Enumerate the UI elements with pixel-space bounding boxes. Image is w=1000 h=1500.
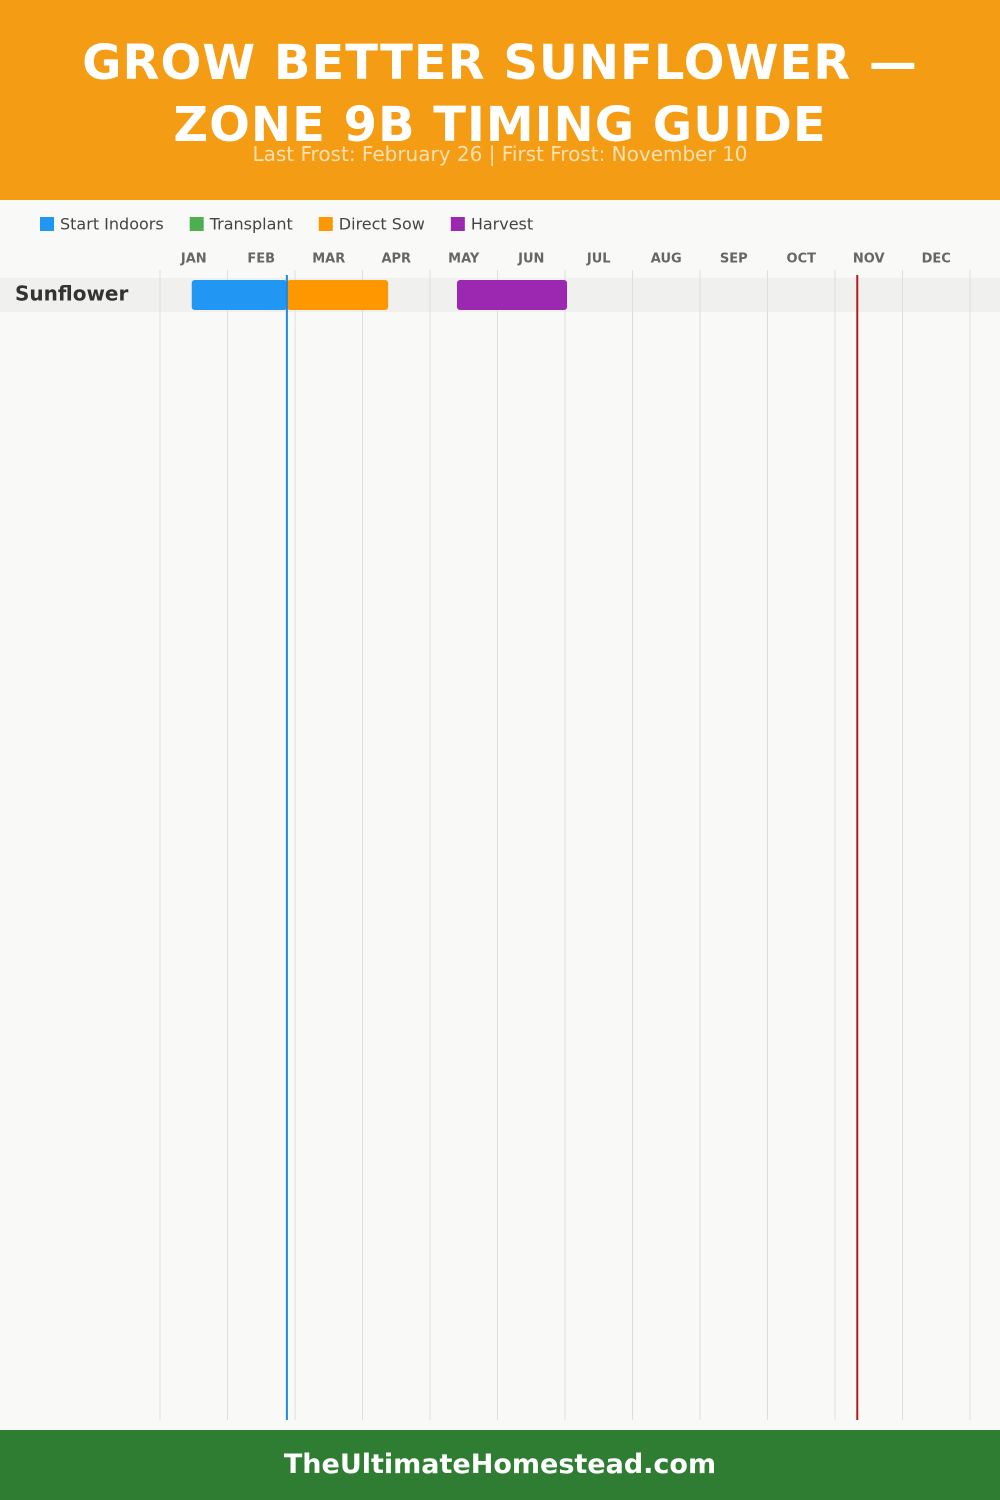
x-tick-label: JAN xyxy=(180,252,207,267)
task-bar xyxy=(191,280,287,310)
title-line: ZONE 9B TIMING GUIDE xyxy=(173,97,827,153)
legend-label: Start Indoors xyxy=(60,215,164,234)
x-tick-label: NOV xyxy=(853,252,885,267)
x-tick-label: APR xyxy=(381,252,411,267)
x-tick-label: JUL xyxy=(586,252,611,267)
legend-label: Direct Sow xyxy=(339,215,425,234)
legend-swatch xyxy=(40,217,54,231)
x-tick-label: AUG xyxy=(651,252,682,267)
x-tick-label: OCT xyxy=(787,252,817,267)
chart: Start Indoors Transplant Direct Sow Harvest… xyxy=(0,215,1000,1420)
footer: TheUltimateHomestead.com xyxy=(0,1430,1000,1500)
x-tick-label: SEP xyxy=(720,252,748,267)
legend-swatch xyxy=(450,217,465,231)
task-bar xyxy=(457,280,568,310)
x-tick-label: MAR xyxy=(312,252,345,267)
legend-swatch xyxy=(318,217,333,231)
x-tick-label: FEB xyxy=(247,252,275,267)
x-tick-label: DEC xyxy=(922,252,951,267)
legend-swatch xyxy=(189,217,204,231)
header: GROW BETTER SUNFLOWER — ZONE 9B TIMING G… xyxy=(0,0,1000,200)
row-label: Sunflower xyxy=(15,282,128,306)
legend-label: Transplant xyxy=(209,215,293,234)
legend-label: Harvest xyxy=(471,215,533,234)
x-tick-label: MAY xyxy=(448,252,480,267)
subtitle: Last Frost: February 26 | First Frost: N… xyxy=(252,142,748,166)
x-tick-label: JUN xyxy=(517,252,544,267)
title-line: GROW BETTER SUNFLOWER — xyxy=(82,35,918,91)
task-bar xyxy=(286,280,389,310)
